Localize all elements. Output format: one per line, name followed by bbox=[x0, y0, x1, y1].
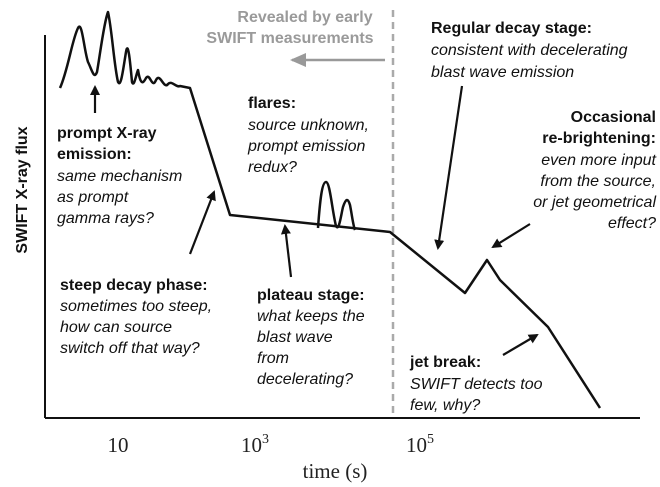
title: steep decay phase: bbox=[60, 277, 208, 294]
arrow bbox=[491, 223, 531, 249]
x-tick: 103 bbox=[241, 432, 269, 457]
x-tick: 10 bbox=[108, 433, 129, 457]
title: flares: bbox=[248, 95, 296, 112]
body: from the source, bbox=[540, 173, 656, 190]
annotation: Occasional re-brightening: even more inp… bbox=[533, 109, 656, 232]
body: as prompt bbox=[57, 189, 129, 206]
body: prompt emission bbox=[247, 138, 365, 155]
body: what keeps the bbox=[257, 308, 365, 325]
x-tick: 105 bbox=[406, 432, 434, 457]
body: from bbox=[257, 350, 289, 367]
x-label: time (s) bbox=[303, 459, 368, 483]
body: effect? bbox=[608, 215, 656, 232]
annotation: Regular decay stage: consistent with dec… bbox=[431, 20, 628, 81]
title: Regular decay stage: bbox=[431, 20, 592, 37]
annotation: flares: source unknown, prompt emission … bbox=[247, 95, 369, 176]
arrow bbox=[188, 190, 216, 255]
annotation: plateau stage: what keeps the blast wave… bbox=[257, 287, 365, 388]
title: jet break: bbox=[409, 354, 481, 371]
revealed-line: Revealed by early bbox=[237, 9, 372, 26]
body: few, why? bbox=[410, 397, 480, 414]
title: emission: bbox=[57, 146, 132, 163]
body: consistent with decelerating bbox=[431, 42, 628, 59]
y-label: SWIFT X-ray flux bbox=[14, 126, 31, 253]
flares-curve bbox=[316, 180, 357, 231]
body: switch off that way? bbox=[60, 340, 200, 357]
annotation: jet break: SWIFT detects too few, why? bbox=[409, 354, 543, 414]
body: source unknown, bbox=[248, 117, 369, 134]
title: Occasional bbox=[571, 109, 656, 126]
body: SWIFT detects too bbox=[410, 376, 543, 393]
body: sometimes too steep, bbox=[60, 298, 212, 315]
body: decelerating? bbox=[257, 371, 353, 388]
body: even more input bbox=[541, 152, 656, 169]
title: re-brightening: bbox=[542, 130, 656, 147]
body: blast wave emission bbox=[431, 64, 574, 81]
body: blast wave bbox=[257, 329, 333, 346]
annotation: steep decay phase: sometimes too steep, … bbox=[60, 277, 212, 357]
title: prompt X-ray bbox=[57, 125, 157, 142]
body: gamma rays? bbox=[57, 210, 154, 227]
arrow bbox=[502, 333, 539, 356]
annotation: prompt X-ray emission: same mechanism as… bbox=[57, 125, 182, 227]
body: redux? bbox=[248, 159, 297, 176]
light-curve bbox=[58, 10, 602, 409]
arrow bbox=[280, 224, 293, 278]
body: same mechanism bbox=[57, 168, 182, 185]
body: how can source bbox=[60, 319, 172, 336]
arrow bbox=[434, 85, 464, 250]
revealed-line: SWIFT measurements bbox=[206, 30, 373, 47]
title: plateau stage: bbox=[257, 287, 365, 304]
body: or jet geometrical bbox=[533, 194, 656, 211]
